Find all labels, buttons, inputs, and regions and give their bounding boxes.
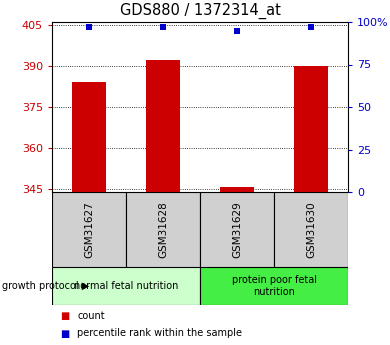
Point (160, 24, 166, 30)
Bar (146, 60, 180, 192)
Text: GSM31630: GSM31630 (306, 201, 316, 258)
Text: protein poor fetal
nutrition: protein poor fetal nutrition (232, 275, 317, 297)
Text: GSM31627: GSM31627 (84, 201, 94, 258)
Bar (200, 267, 348, 305)
Title: GDS880 / 1372314_at: GDS880 / 1372314_at (120, 3, 280, 19)
Bar (274, 192, 348, 267)
Bar (294, 66, 328, 192)
Text: normal fetal nutrition: normal fetal nutrition (74, 281, 178, 291)
Point (234, 28, 240, 33)
Bar (126, 192, 200, 267)
Text: ■: ■ (60, 310, 69, 321)
Bar (52, 192, 126, 267)
Bar (220, 187, 254, 192)
Point (308, 24, 314, 30)
Text: ■: ■ (60, 328, 69, 338)
Text: GSM31628: GSM31628 (158, 201, 168, 258)
Bar (52, 267, 200, 305)
Text: GSM31629: GSM31629 (232, 201, 242, 258)
Point (86, 24, 92, 30)
Bar (73, 82, 106, 192)
Text: growth protocol ▶: growth protocol ▶ (2, 281, 89, 291)
Bar (200, 192, 274, 267)
Text: percentile rank within the sample: percentile rank within the sample (77, 328, 242, 338)
Text: count: count (77, 310, 105, 321)
